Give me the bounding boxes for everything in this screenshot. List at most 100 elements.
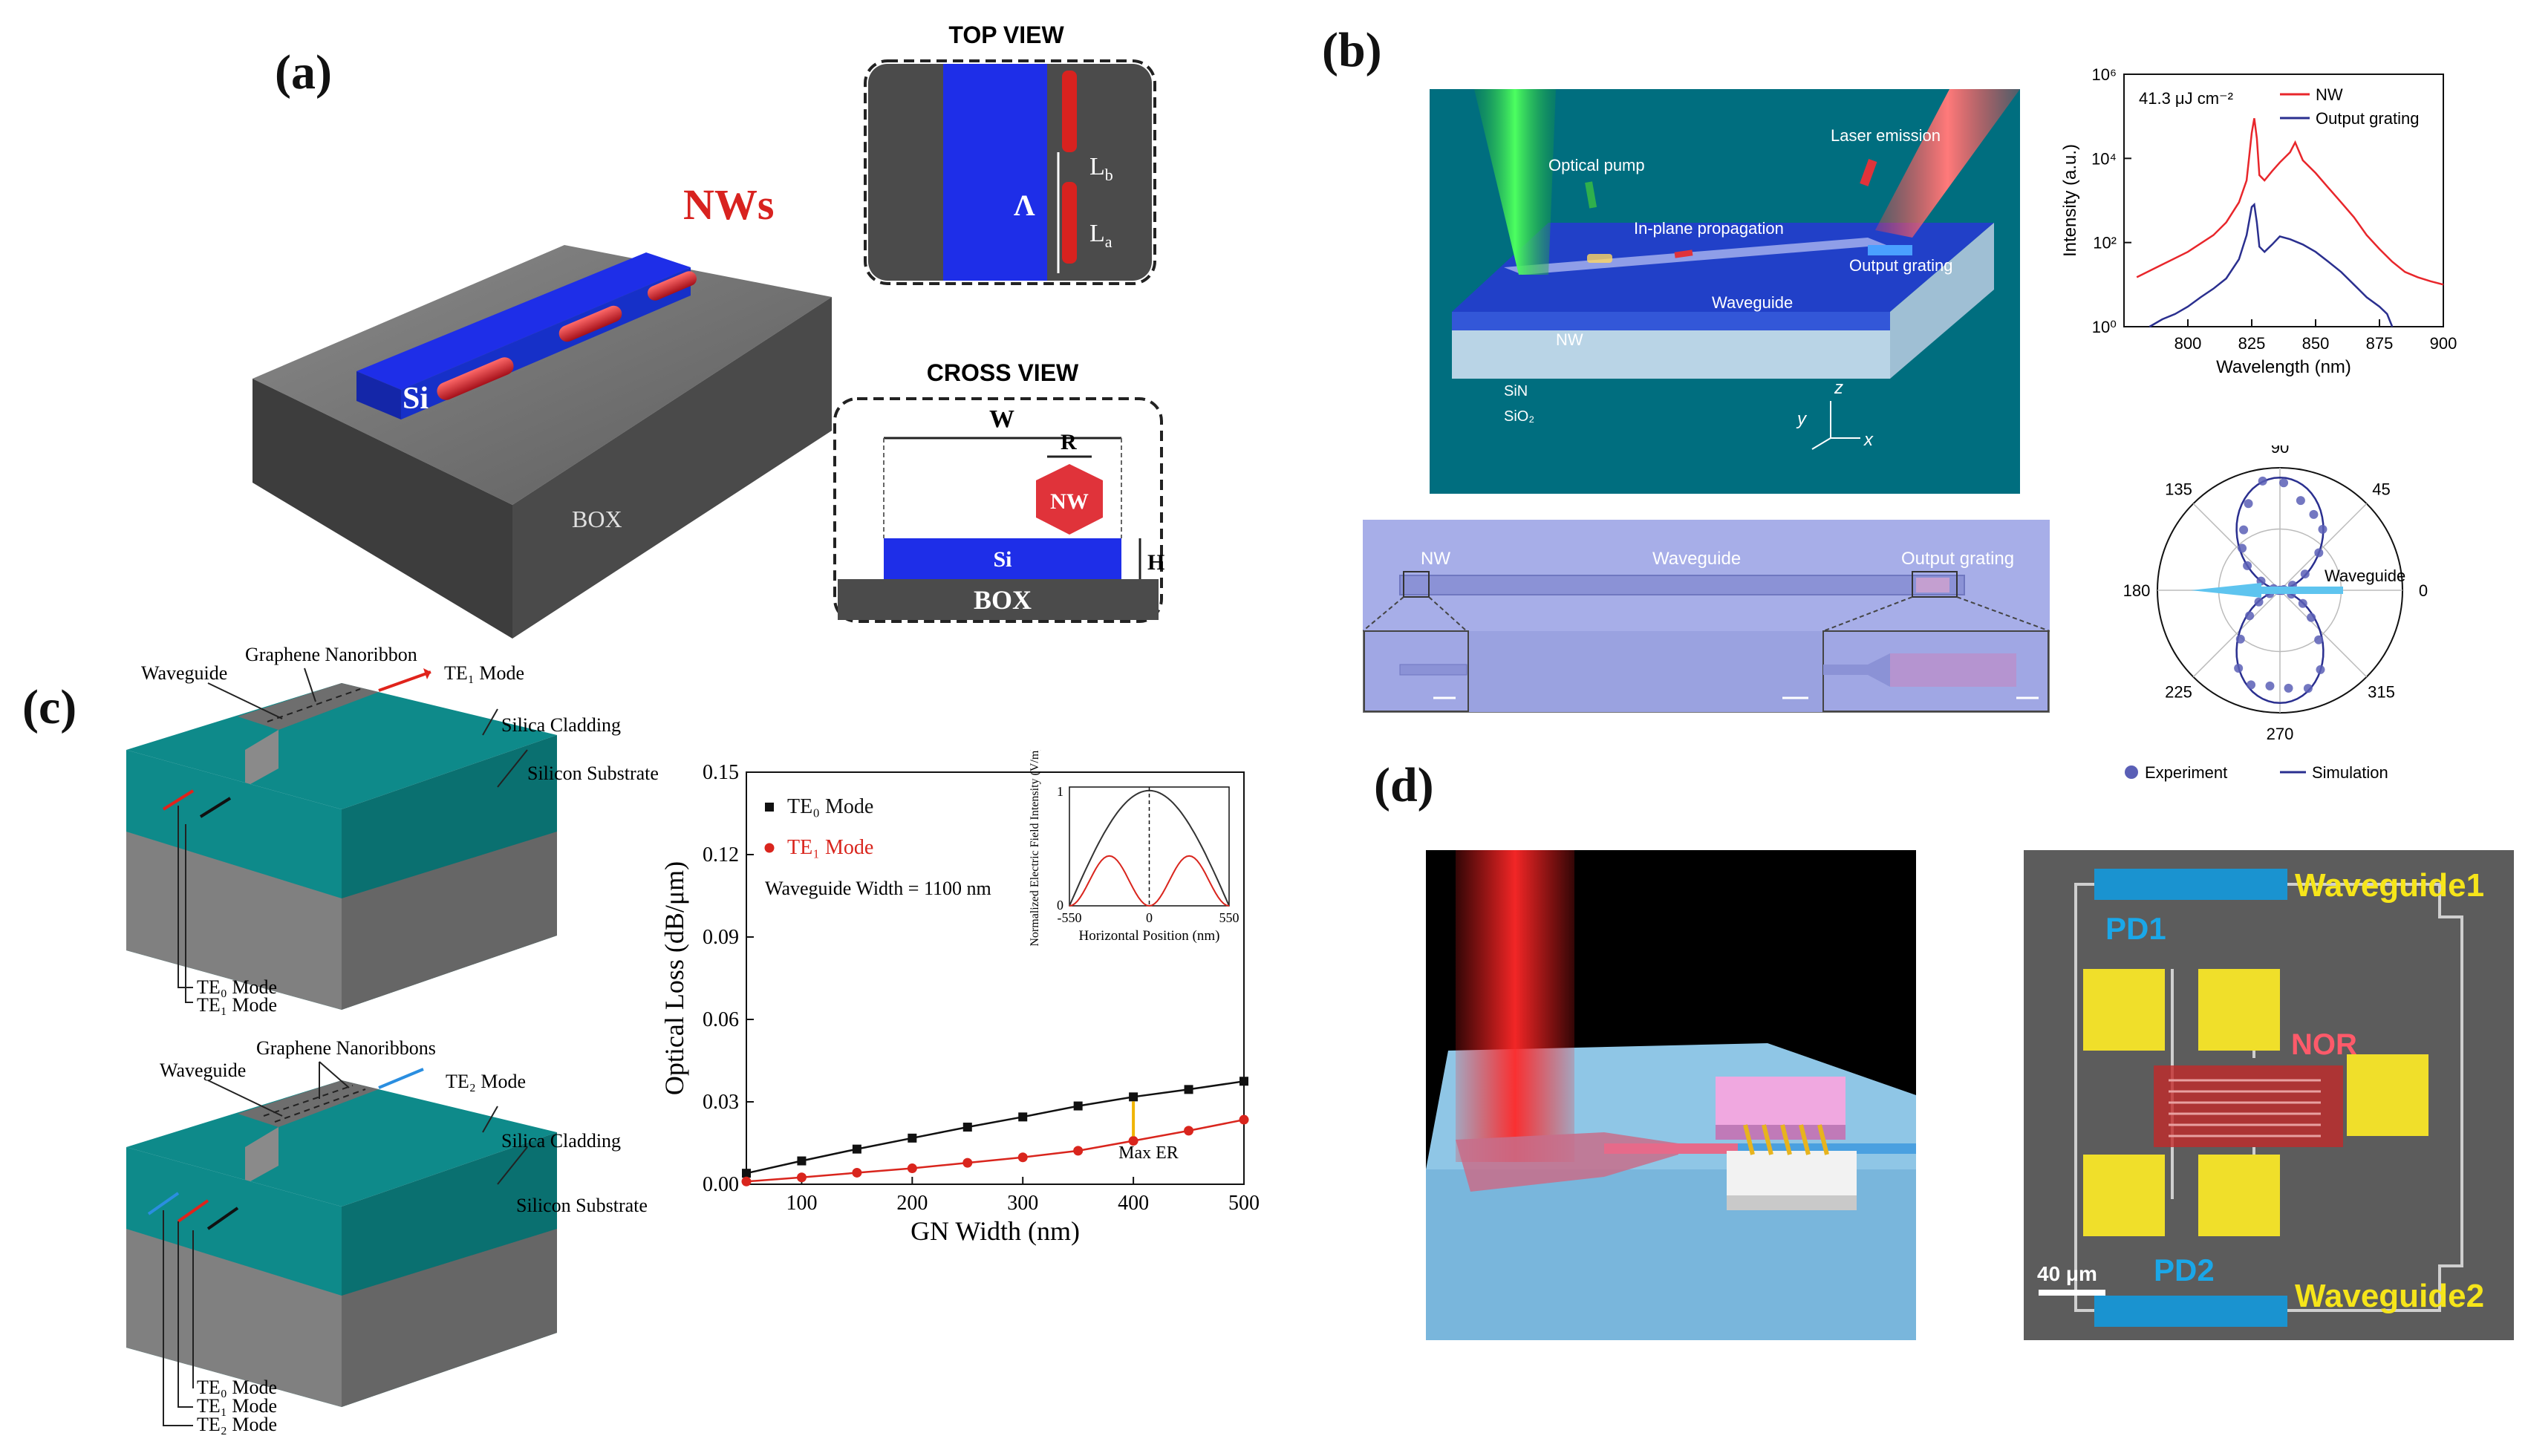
spectrum-ytick-label: 10⁶ xyxy=(2091,65,2117,84)
spectrum-frame xyxy=(2123,74,2444,327)
polar-angle-label: 0 xyxy=(2419,581,2428,600)
polar-legend-experiment-swatch xyxy=(2125,765,2138,779)
polar-waveguide-marker xyxy=(2261,587,2343,594)
c-top-waveguide: Waveguide xyxy=(141,662,227,684)
spectrum-xtick-label: 800 xyxy=(2174,334,2202,353)
c-top-te1-out: TE₁ Mode xyxy=(444,662,524,684)
loss-ytick-label: 0.15 xyxy=(703,761,739,784)
axis-x: x xyxy=(1863,430,1874,450)
polar-experiment-point xyxy=(2298,598,2307,608)
waveguide1-label: Waveguide1 xyxy=(2295,867,2484,904)
spectrum-legend-label: NW xyxy=(2316,85,2343,104)
polar-legend-simulation: Simulation xyxy=(2312,763,2388,782)
c-top-te0-in: TE₀ Mode xyxy=(197,976,277,998)
polar-angle-label: 180 xyxy=(2123,581,2151,600)
loss-te1-point xyxy=(1017,1152,1028,1163)
micro-waveguide-label: Waveguide xyxy=(1652,549,1741,569)
spectrum-series-1 xyxy=(2136,118,2444,286)
polar-angle-label: 45 xyxy=(2372,480,2390,499)
top-view-title: TOP VIEW xyxy=(948,22,1064,48)
polar-chart: 90 45 0 315 270 225 180 135 Waveguide Experiment S… xyxy=(2123,445,2428,782)
spectrum-legend-label: Output grating xyxy=(2316,109,2419,128)
panel-d-sem-image: Waveguide1 Waveguide2 PD1 PD2 NOR 40 μm xyxy=(2024,850,2514,1340)
waveguide-scene-label: Waveguide xyxy=(1712,293,1793,312)
sin-label: SiN xyxy=(1504,383,1528,399)
loss-te1-point xyxy=(1239,1114,1249,1125)
inset-ytick-label: 1 xyxy=(1057,784,1063,799)
panel-d-label: (d) xyxy=(1374,758,1434,812)
spectrum-ytick-label: 10⁴ xyxy=(2091,149,2117,168)
spectrum-ytick-label: 10⁰ xyxy=(2092,318,2117,336)
loss-te0-point xyxy=(1239,1077,1248,1086)
polar-waveguide-label: Waveguide xyxy=(2325,567,2405,585)
loss-te1-point xyxy=(1128,1136,1138,1146)
panel-a-cross-view: CROSS VIEW W R NW Si H BOX xyxy=(833,359,1164,623)
loss-te1-point xyxy=(1184,1126,1194,1136)
loss-xtick-label: 100 xyxy=(786,1192,817,1215)
nw-scene-label: NW xyxy=(1556,330,1583,349)
loss-te0-point xyxy=(1073,1101,1083,1111)
polar-experiment-point xyxy=(2300,569,2310,579)
loss-te1-point xyxy=(741,1176,752,1186)
output-grating-label: Output grating xyxy=(1849,256,1952,275)
loss-legend-swatch xyxy=(764,843,775,853)
loss-xtick-label: 500 xyxy=(1228,1192,1260,1215)
axis-y: y xyxy=(1796,409,1808,429)
sio2-label: SiO₂ xyxy=(1504,408,1534,425)
loss-ytick-label: 0.12 xyxy=(703,843,739,866)
polar-spoke xyxy=(2279,503,2368,591)
c-top-cladding: Silica Cladding xyxy=(501,714,621,736)
inset-ytick-label: 0 xyxy=(1057,898,1063,913)
optical-loss-chart: 100 200 300 400 5000.000.030.060.090.120.15G… xyxy=(659,750,1260,1246)
polar-experiment-point xyxy=(2309,509,2319,519)
c-bot-te0-in: TE₀ Mode xyxy=(197,1377,277,1398)
loss-ylabel: Optical Loss (dB/μm) xyxy=(659,861,689,1095)
loss-ytick-label: 0.03 xyxy=(703,1091,739,1114)
lb-label: Lb xyxy=(1089,153,1113,184)
polar-experiment-point xyxy=(2296,496,2305,506)
inset-te1-curve xyxy=(1069,855,1230,907)
optical-pump-label: Optical pump xyxy=(1548,156,1645,174)
polar-experiment-point xyxy=(2265,681,2275,691)
scale-bar-label: 40 μm xyxy=(2037,1262,2097,1285)
spectrum-chart: 800 825 850 875 900 10⁰ 10² 10⁴ 10⁶ Wavelength (n… xyxy=(2060,65,2457,377)
inset-xlabel: Horizontal Position (nm) xyxy=(1079,928,1220,944)
inset-xtick-label: 0 xyxy=(1146,910,1153,925)
box-cross-label: BOX xyxy=(974,585,1032,615)
spectrum-ytick-label: 10² xyxy=(2093,234,2117,252)
panel-b-label: (b) xyxy=(1322,23,1382,77)
inset-frame xyxy=(1069,786,1230,907)
spectrum-xtick-label: 900 xyxy=(2430,334,2457,353)
inset-xtick-label: 550 xyxy=(1219,910,1239,925)
loss-te0-point xyxy=(1018,1112,1028,1122)
panel-c-label: (c) xyxy=(22,680,77,734)
spectrum-annotation: 41.3 μJ cm⁻² xyxy=(2139,89,2233,108)
polar-experiment-point xyxy=(2254,597,2264,607)
cross-view-title: CROSS VIEW xyxy=(927,359,1079,386)
polar-angle-label: 90 xyxy=(2271,445,2289,457)
h-label: H xyxy=(1147,550,1164,575)
loss-legend-label: TE₁ Mode xyxy=(787,836,873,859)
micro-nw-label: NW xyxy=(1421,549,1450,569)
pd1-label: PD1 xyxy=(2105,911,2166,946)
panel-b-3d-scene: Optical pump Laser emission In-plane pro… xyxy=(1430,89,2020,494)
nw-label: NW xyxy=(1050,489,1089,514)
polar-legend-experiment: Experiment xyxy=(2145,763,2227,782)
polar-waveguide-marker-left xyxy=(2191,583,2261,598)
polar-experiment-point xyxy=(2314,548,2324,558)
laser-emission-label: Laser emission xyxy=(1831,126,1941,145)
panel-b-micrograph: NW Waveguide Output grating xyxy=(1363,520,2050,713)
loss-te0-point xyxy=(962,1123,972,1132)
waveguide2-label: Waveguide2 xyxy=(2295,1278,2484,1314)
inset-xtick-label: -550 xyxy=(1058,910,1082,925)
r-label: R xyxy=(1061,430,1077,454)
loss-annotation: Waveguide Width = 1100 nm xyxy=(765,878,991,899)
polar-experiment-point xyxy=(2239,525,2249,535)
loss-frame xyxy=(746,771,1245,1185)
pd2-label: PD2 xyxy=(2154,1253,2215,1287)
c-bot-waveguide: Waveguide xyxy=(160,1060,246,1081)
c-top-nanoribbon: Graphene Nanoribbon xyxy=(245,644,417,665)
polar-experiment-point xyxy=(2318,524,2327,534)
loss-xtick-label: 400 xyxy=(1118,1192,1149,1215)
loss-legend-swatch xyxy=(765,803,774,812)
